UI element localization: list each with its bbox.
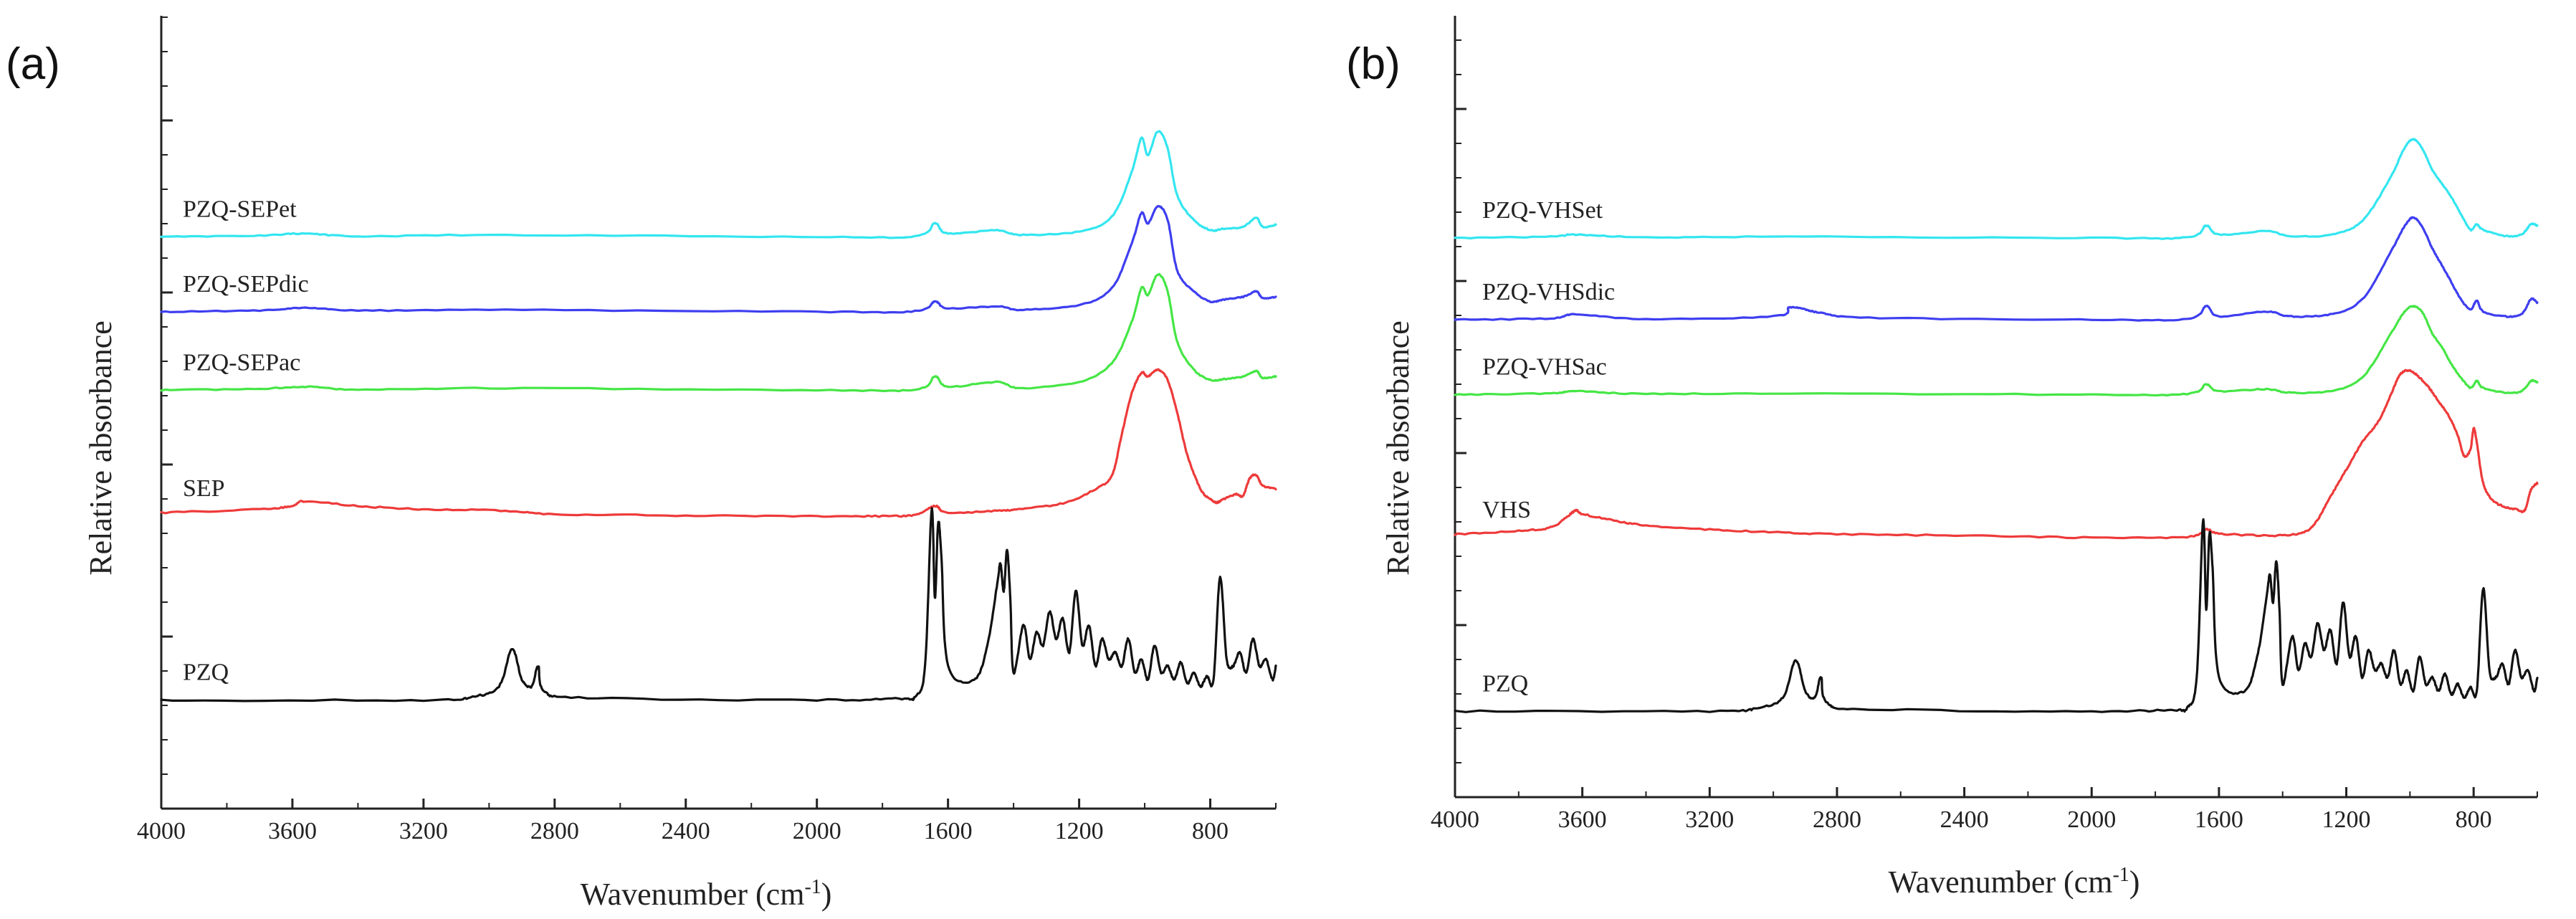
- panel-b-x-tick-label: 3600: [1558, 806, 1607, 833]
- panel-a-series-labels: PZQ-SEPet PZQ-SEPdic PZQ-SEPac SEP PZQ: [183, 196, 309, 686]
- panel-a-x-title-main: Wavenumber (cm: [581, 877, 805, 912]
- panel-a-x-tick-label: 2400: [662, 818, 710, 844]
- panel-b-x-title-close: ): [2129, 865, 2140, 900]
- panel-a-traces: [160, 130, 1277, 703]
- panel-b-x-tick-label: 2400: [1940, 806, 1989, 833]
- panel-b-axes: 4000 3600 3200 2800 2400 2000 1600 1200 800: [1431, 16, 2538, 833]
- panel-b-letter: (b): [1346, 39, 1401, 89]
- panel-a-x-title-sup: -1: [804, 876, 821, 898]
- panel-a-series-label: PZQ: [183, 660, 229, 686]
- panel-b-series-labels: PZQ-VHSet PZQ-VHSdic PZQ-VHSac VHS PZQ: [1482, 197, 1615, 697]
- panel-b-x-tick-label: 3200: [1685, 806, 1734, 833]
- panel-a-letter: (a): [6, 39, 60, 89]
- panel-b-x-tick-label: 800: [2456, 806, 2492, 833]
- panel-b-series-pzq-vhsdic-line: [1454, 216, 2539, 322]
- panel-b-series-pzq-vhsac-line: [1454, 305, 2539, 397]
- panel-a-x-tick-label: 3200: [399, 818, 448, 844]
- panel-b-series-label: VHS: [1482, 497, 1531, 523]
- panel-a-x-tick-label: 2800: [530, 818, 579, 844]
- panel-a-x-tick-label: 1200: [1055, 818, 1104, 844]
- panel-b-y-axis-title: Relative absorbance: [1380, 320, 1416, 576]
- panel-b-x-tick-label: 2000: [2067, 806, 2116, 833]
- panel-b-x-tick-label: 2800: [1813, 806, 1861, 833]
- panel-a-y-axis-title: Relative absorbance: [83, 320, 118, 576]
- panel-a-series-label: PZQ-SEPdic: [183, 271, 309, 297]
- panel-b-traces: [1454, 138, 2539, 713]
- panel-a-axes: 4000 3600 3200 2800 2400 2000 1600 1200 800: [137, 16, 1277, 844]
- panel-a-series-label: PZQ-SEPac: [183, 349, 300, 376]
- panel-b-series-vhs-line: [1454, 368, 2539, 540]
- panel-b-series-label: PZQ-VHSdic: [1482, 279, 1615, 305]
- panel-b-series-label: PZQ-VHSet: [1482, 197, 1603, 224]
- panel-b-x-title-main: Wavenumber (cm: [1889, 865, 2113, 900]
- panel-b-series-pzq-vhset-line: [1454, 138, 2539, 240]
- panel-a-x-tick-label: 4000: [137, 818, 186, 844]
- panel-b-x-axis-title: Wavenumber (cm-1): [1889, 864, 2140, 900]
- panel-b-x-tick-label: 1200: [2322, 806, 2371, 833]
- panel-b-x-tick-label: 4000: [1431, 806, 1479, 833]
- panel-b-x-title-sup: -1: [2112, 864, 2129, 886]
- panel-a-series-pzq-sepet-line: [160, 130, 1277, 239]
- panel-a-x-tick-label: 3600: [268, 818, 317, 844]
- panel-a-series-label: PZQ-SEPet: [183, 196, 297, 223]
- panel-a-series-pzq-sepac-line: [160, 272, 1277, 393]
- panel-a-x-tick-label: 2000: [793, 818, 841, 844]
- panel-b-series-label: PZQ-VHSac: [1482, 354, 1607, 381]
- panel-b-series-label: PZQ: [1482, 670, 1528, 697]
- panel-a-series-pzq-line: [160, 507, 1277, 703]
- panel-b-x-tick-label: 1600: [2195, 806, 2243, 833]
- panel-a-series-label: SEP: [183, 475, 225, 502]
- panel-a-series-pzq-sepdic-line: [160, 204, 1277, 314]
- panel-a-x-title-close: ): [821, 877, 832, 912]
- panel-b-series-pzq-line: [1454, 518, 2539, 713]
- panel-a-x-axis-title: Wavenumber (cm-1): [581, 876, 832, 912]
- panel-b: (b) 4000 3600 3200 2800 2400 2000 1600 1200 800 …: [1346, 16, 2539, 900]
- panel-a-series-sep-line: [160, 368, 1277, 518]
- panel-a-x-tick-label: 800: [1192, 818, 1229, 844]
- panel-a: (a) 4000 3600 3200 2800 2400 2000 1600 1200 800 …: [6, 16, 1277, 912]
- panel-a-x-tick-label: 1600: [924, 818, 973, 844]
